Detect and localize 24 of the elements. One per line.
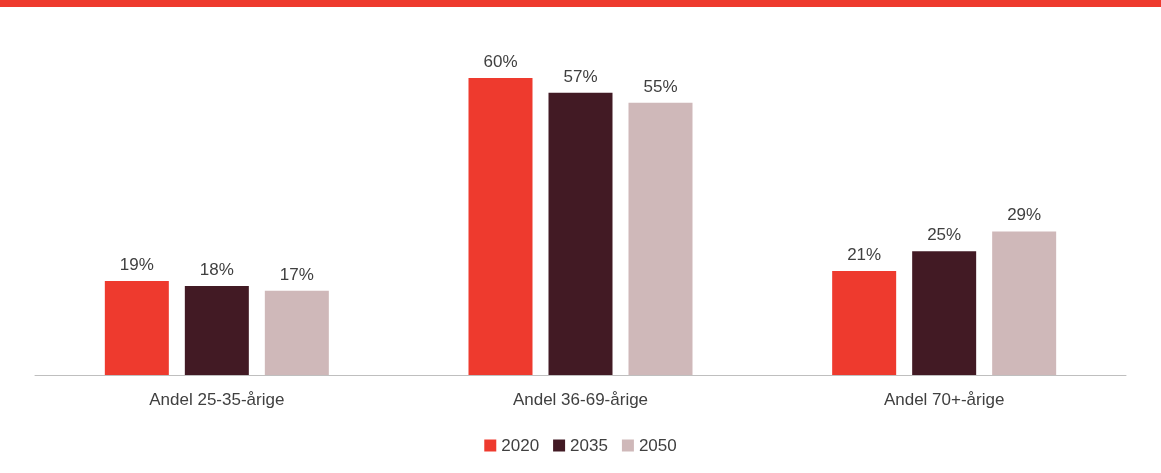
bar	[264, 290, 329, 375]
data-label: 19%	[119, 254, 154, 274]
data-label: 17%	[279, 264, 314, 284]
data-label: 55%	[643, 76, 678, 96]
legend-label: 2020	[501, 436, 540, 455]
legend-label: 2050	[638, 436, 677, 455]
data-label: 29%	[1007, 205, 1042, 225]
bar	[548, 92, 613, 375]
data-label: 25%	[927, 225, 962, 245]
bar	[104, 280, 169, 375]
bar	[912, 251, 977, 375]
data-label: 21%	[847, 245, 882, 265]
bar	[628, 102, 693, 375]
x-tick-label: Andel 25-35-årige	[149, 390, 285, 409]
x-tick-label: Andel 36-69-årige	[512, 390, 649, 409]
bar	[184, 285, 249, 375]
legend-label: 2035	[570, 436, 608, 455]
data-label: 18%	[199, 259, 234, 279]
data-label: 57%	[563, 66, 598, 86]
x-tick-label: Andel 70+-årige	[883, 390, 1005, 409]
bar	[992, 231, 1057, 375]
bar	[468, 78, 533, 375]
data-label: 60%	[483, 52, 518, 71]
bar	[832, 271, 897, 375]
